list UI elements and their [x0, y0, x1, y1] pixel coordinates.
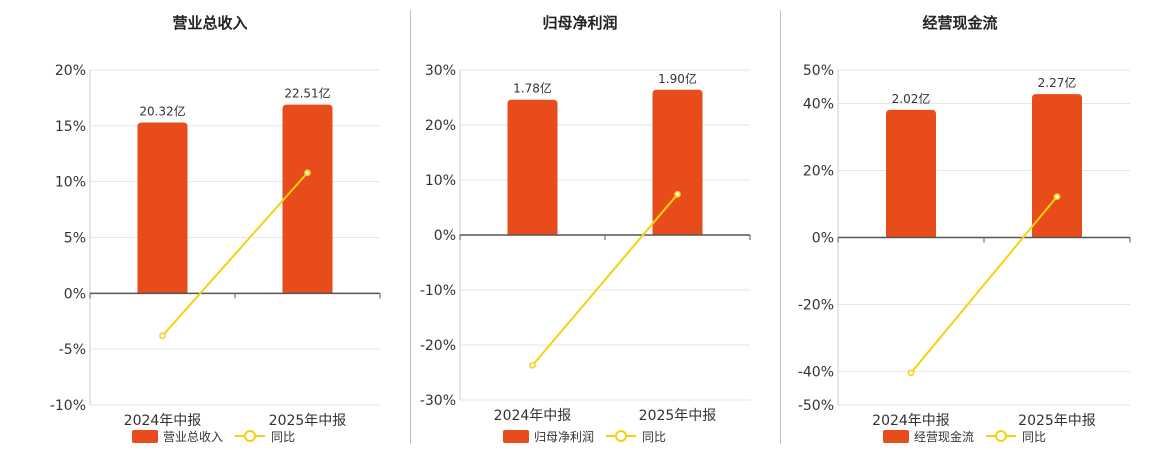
x-category-label: 2024年中报 — [872, 413, 950, 429]
y-tick-label: 15% — [55, 119, 86, 135]
yoy-point — [674, 190, 681, 198]
bar-data-label: 1.90亿 — [658, 71, 697, 86]
legend-bar-swatch — [132, 430, 158, 443]
y-tick-label: -5% — [59, 342, 86, 358]
legend-bar-label: 归母净利润 — [534, 430, 594, 444]
y-tick-label: -10% — [420, 283, 456, 299]
yoy-point — [159, 332, 166, 340]
yoy-line — [161, 172, 309, 337]
y-tick-label: 10% — [425, 173, 456, 189]
bar-data-label: 2.27亿 — [1038, 75, 1077, 90]
panel-divider-2 — [780, 10, 781, 444]
x-category-label: 2025年中报 — [269, 413, 347, 429]
panel-divider-1 — [410, 10, 411, 444]
legend-bar-label: 经营现金流 — [914, 429, 974, 444]
y-tick-label: 40% — [803, 97, 834, 113]
chart-title: 归母净利润 — [542, 14, 617, 32]
y-tick-label: -20% — [420, 338, 456, 354]
legend-line-label: 同比 — [642, 430, 666, 444]
x-category-label: 2025年中报 — [1018, 413, 1096, 429]
bar-data-label: 20.32亿 — [139, 103, 185, 118]
yoy-point — [1053, 193, 1061, 201]
chart-title: 经营现金流 — [922, 14, 997, 32]
y-tick-label: 50% — [803, 63, 834, 79]
legend-bar-label: 营业总收入 — [163, 430, 223, 444]
y-tick-label: 20% — [425, 118, 456, 134]
legend-bar-swatch — [883, 430, 909, 443]
x-category-label: 2024年中报 — [494, 408, 572, 424]
legend-line-label: 同比 — [271, 430, 295, 444]
y-tick-label: 0% — [64, 286, 86, 302]
bar-data-label: 22.51亿 — [284, 86, 330, 101]
y-tick-label: 20% — [803, 164, 834, 180]
yoy-point — [529, 361, 536, 369]
bar-data-label: 2.02亿 — [892, 91, 931, 106]
x-category-label: 2025年中报 — [639, 408, 717, 424]
y-tick-label: 0% — [812, 231, 834, 247]
yoy-line — [910, 195, 1058, 374]
legend-line-marker — [244, 430, 256, 442]
yoy-point — [304, 169, 311, 177]
bar — [137, 122, 188, 294]
y-tick-label: -10% — [50, 398, 86, 414]
y-tick-label: -30% — [420, 393, 456, 409]
y-tick-label: -50% — [798, 398, 834, 414]
bar — [507, 99, 558, 235]
y-tick-label: 0% — [434, 228, 456, 244]
legend-line-label: 同比 — [1022, 430, 1046, 444]
bar — [652, 89, 703, 235]
y-tick-label: 20% — [55, 63, 86, 79]
y-tick-label: -40% — [798, 365, 834, 381]
y-tick-label: -20% — [798, 298, 834, 314]
bar — [1032, 94, 1082, 238]
x-category-label: 2024年中报 — [124, 413, 202, 429]
bar-data-label: 1.78亿 — [513, 81, 552, 96]
legend-line-marker — [615, 430, 627, 442]
yoy-line — [531, 193, 679, 366]
y-tick-label: 30% — [425, 63, 456, 79]
y-tick-label: 5% — [64, 231, 86, 247]
bar — [282, 104, 333, 294]
chart-title: 营业总收入 — [172, 14, 247, 32]
yoy-point — [907, 369, 915, 377]
bar — [886, 109, 936, 238]
legend-line-marker — [995, 430, 1007, 442]
legend-bar-swatch — [503, 430, 529, 443]
y-tick-label: 10% — [55, 175, 86, 191]
